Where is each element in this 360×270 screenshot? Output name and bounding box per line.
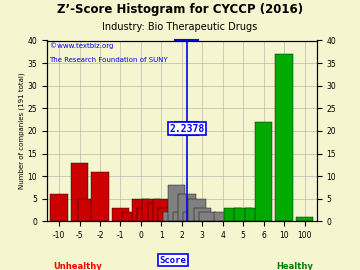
Bar [234,208,252,221]
Bar [188,199,206,221]
Bar [158,208,175,221]
Bar [245,208,262,221]
Bar [275,54,293,221]
Bar [91,172,109,221]
Text: Z’-Score Histogram for CYCCP (2016): Z’-Score Histogram for CYCCP (2016) [57,3,303,16]
Bar [296,217,313,221]
Bar [183,212,201,221]
Bar [122,212,139,221]
Bar [153,199,170,221]
Bar [112,208,129,221]
Y-axis label: Number of companies (191 total): Number of companies (191 total) [18,73,24,189]
Text: Industry: Bio Therapeutic Drugs: Industry: Bio Therapeutic Drugs [102,22,258,32]
Bar [137,208,155,221]
Bar [78,199,95,221]
Text: Score: Score [159,256,186,265]
Bar [178,194,195,221]
Bar [194,208,211,221]
Bar [30,185,47,221]
Text: The Research Foundation of SUNY: The Research Foundation of SUNY [50,57,168,63]
Bar [50,194,68,221]
Bar [199,212,216,221]
Text: 2.2378: 2.2378 [169,124,204,134]
Bar [214,212,231,221]
Bar [132,199,150,221]
Bar [163,212,180,221]
Bar [71,163,88,221]
Text: Healthy: Healthy [276,262,313,270]
Bar [173,212,190,221]
Text: ©www.textbiz.org: ©www.textbiz.org [50,42,113,49]
Bar [143,199,160,221]
Bar [224,208,242,221]
Bar [148,203,165,221]
Bar [255,122,272,221]
Bar [168,185,185,221]
Text: Unhealthy: Unhealthy [53,262,102,270]
